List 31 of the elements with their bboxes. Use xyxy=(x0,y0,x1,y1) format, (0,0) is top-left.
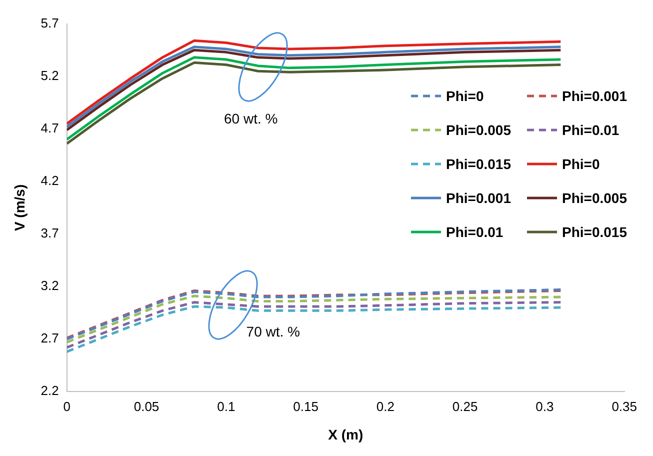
legend-label: Phi=0.015 xyxy=(446,156,511,172)
legend-label: Phi=0.001 xyxy=(562,88,627,104)
x-tick-label: 0.05 xyxy=(134,398,160,414)
legend-label: Phi=0.005 xyxy=(446,122,511,138)
y-tick-label: 5.2 xyxy=(40,68,59,83)
annotation: 70 wt. % xyxy=(246,324,300,340)
legend-label: Phi=0.015 xyxy=(562,224,627,240)
x-tick-label: 0.25 xyxy=(452,398,478,414)
y-tick-label: 3.2 xyxy=(40,278,59,294)
y-tick-label: 3.7 xyxy=(40,226,59,241)
x-tick-label: 0.2 xyxy=(376,398,394,414)
legend-label: Phi=0.01 xyxy=(446,224,504,240)
annotation: 60 wt. % xyxy=(224,110,278,126)
legend-label: Phi=0.001 xyxy=(446,190,511,206)
legend-label: Phi=0 xyxy=(562,156,600,172)
y-tick-label: 4.2 xyxy=(40,173,59,188)
x-tick-label: 0.15 xyxy=(293,398,318,414)
legend-label: Phi=0.01 xyxy=(562,122,620,138)
x-tick-label: 0.1 xyxy=(217,398,236,414)
legend-label: Phi=0 xyxy=(446,88,484,104)
y-axis-title: V (m/s) xyxy=(11,184,28,232)
x-tick-label: 0 xyxy=(63,398,70,414)
x-axis-title: X (m) xyxy=(328,426,364,442)
x-tick-label: 0.3 xyxy=(536,398,554,414)
y-tick-label: 2.7 xyxy=(40,330,59,346)
legend-label: Phi=0.005 xyxy=(562,190,627,206)
line-series xyxy=(66,294,562,344)
y-tick-label: 4.7 xyxy=(40,120,59,136)
x-tick-label: 0.35 xyxy=(612,398,638,414)
y-tick-label: 2.2 xyxy=(40,383,59,398)
y-tick-label: 5.7 xyxy=(40,15,59,30)
